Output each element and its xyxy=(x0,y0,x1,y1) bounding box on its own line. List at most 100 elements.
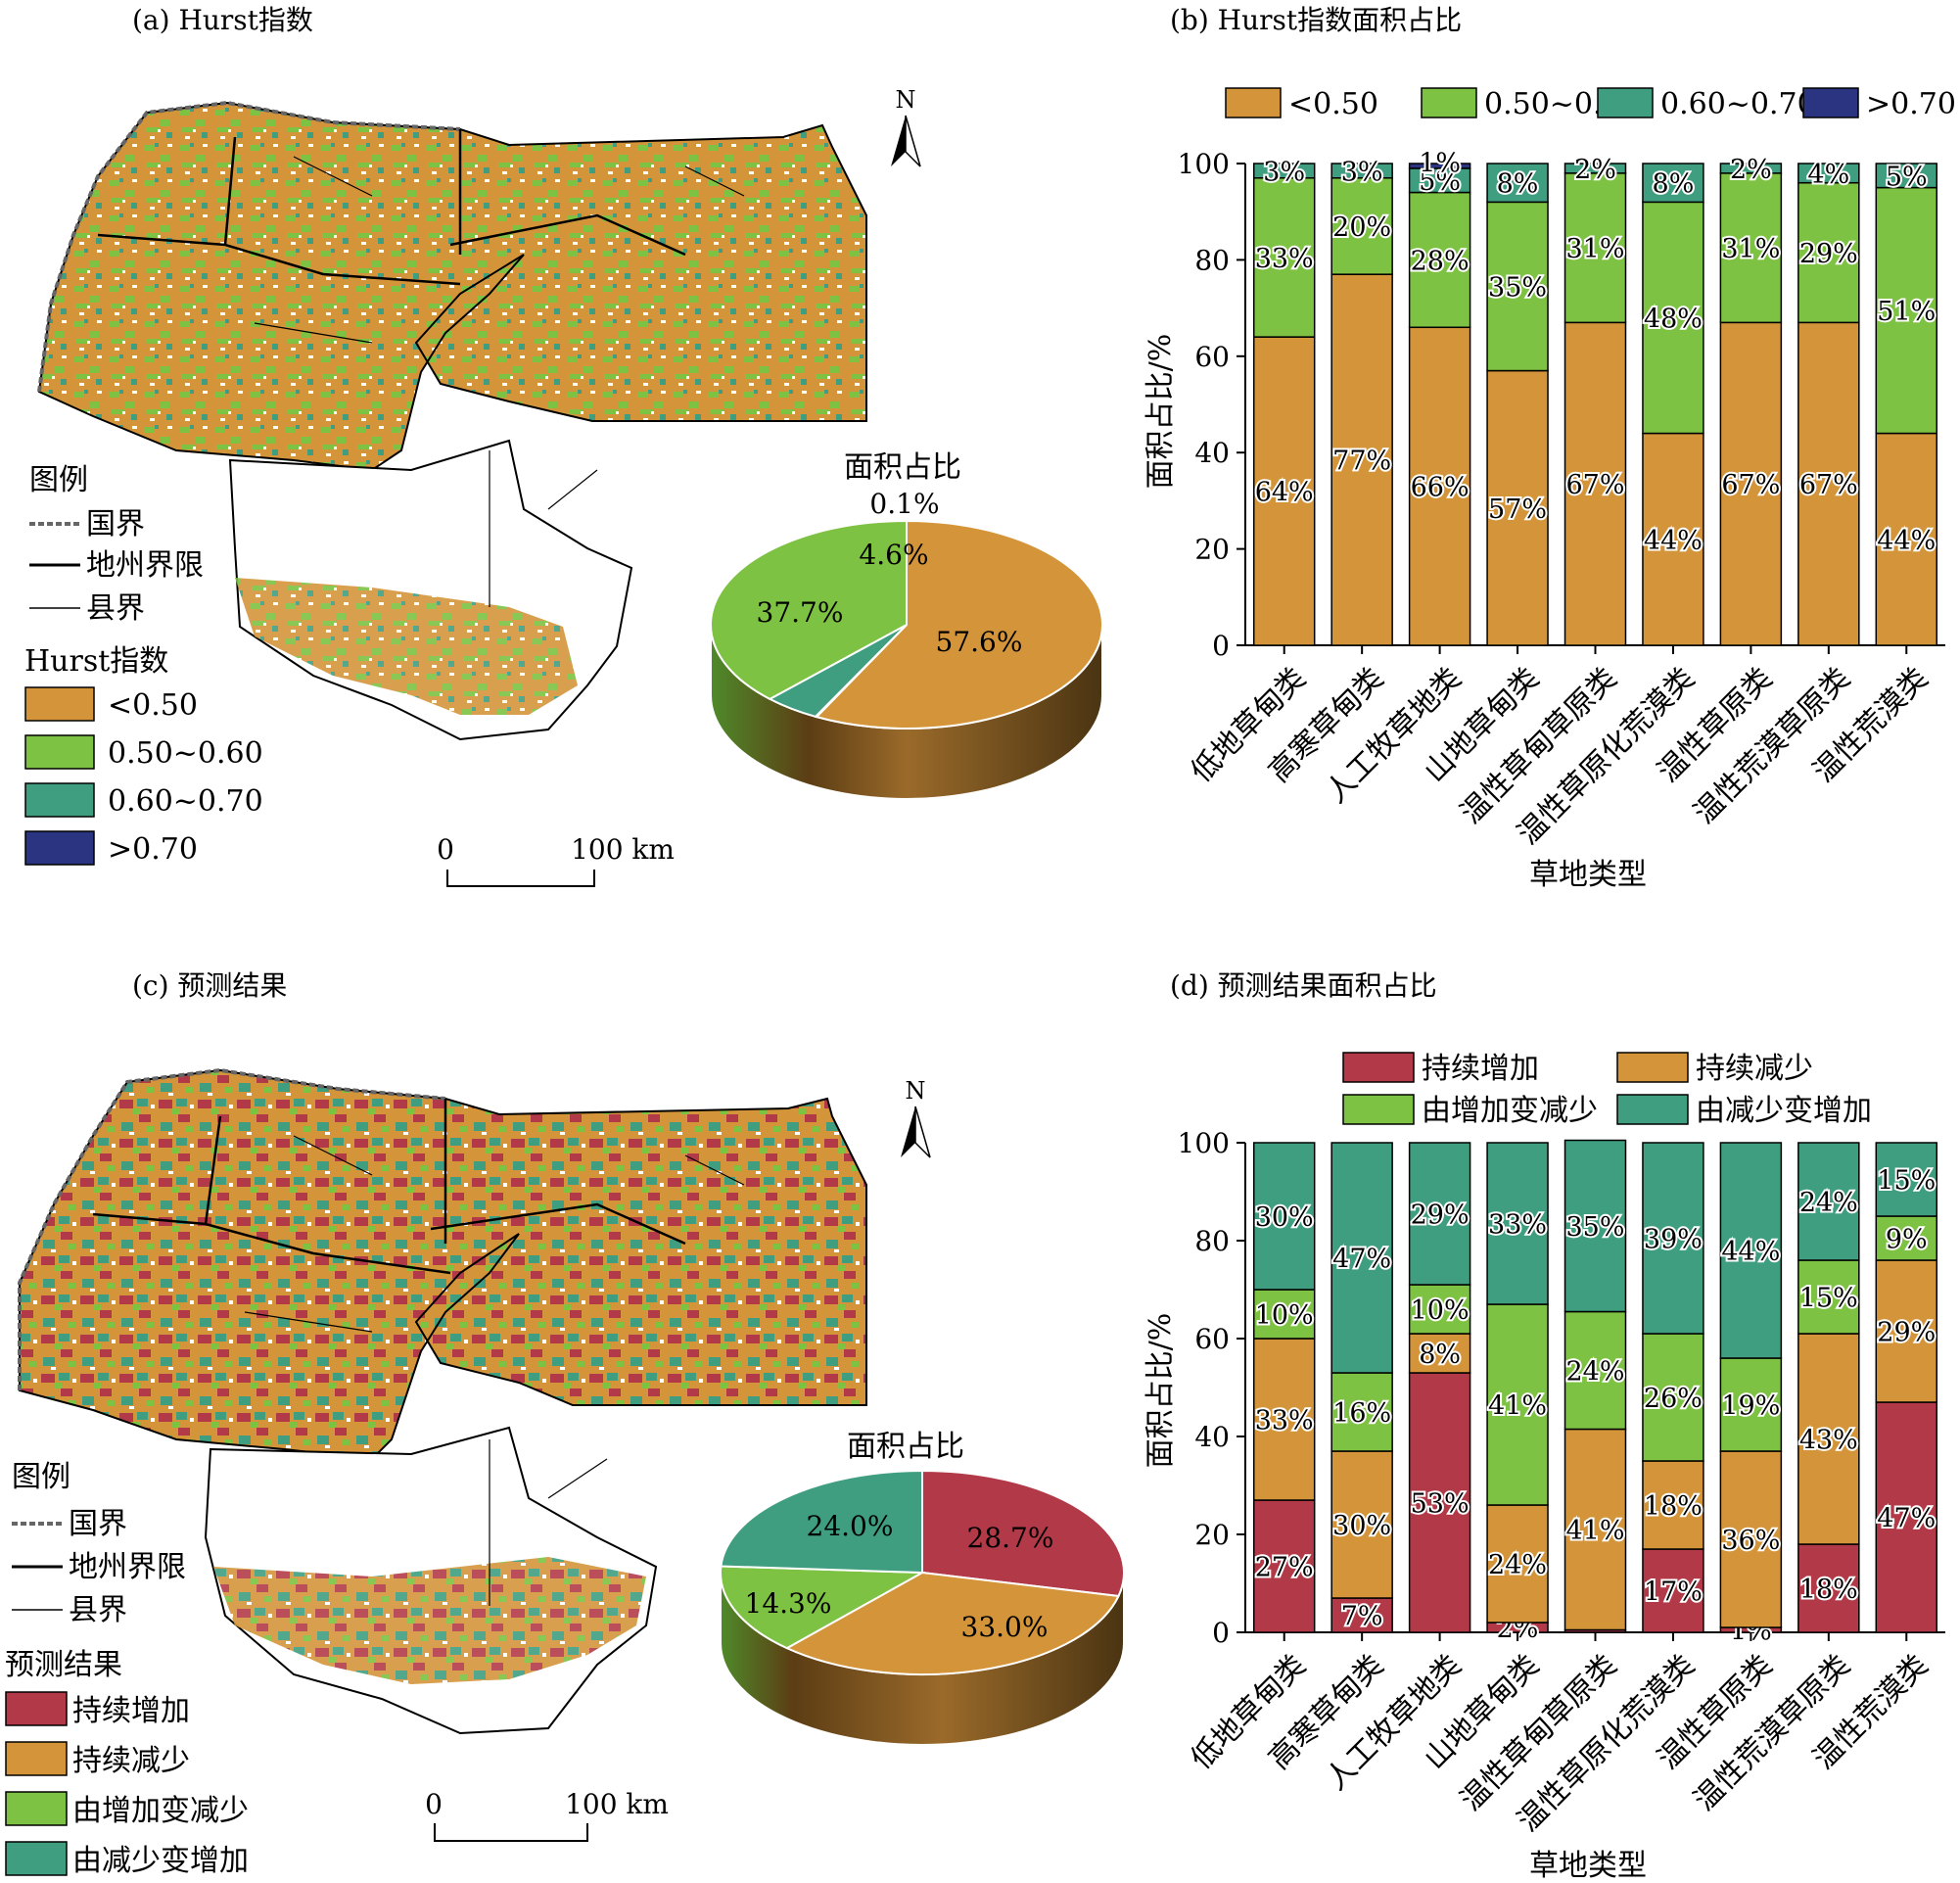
bar-value-label: 33% xyxy=(1255,1406,1314,1436)
bar-value-label: 31% xyxy=(1721,234,1780,264)
bar-segment xyxy=(1642,201,1704,435)
panel-c: (c) 预测结果 N 图例 国界 地州界限 县界 预测结果 持续增加 xyxy=(5,969,1125,1878)
y-tick-label: 80 xyxy=(1194,244,1230,276)
bar-value-label: 28% xyxy=(1411,246,1470,276)
bar-value-label: 16% xyxy=(1332,1398,1391,1429)
north-label-c: N xyxy=(906,1077,926,1105)
bar-value-label: 5% xyxy=(1419,166,1461,197)
bar-value-label: 57% xyxy=(1488,494,1547,525)
bar-segment xyxy=(1330,1597,1393,1633)
bar-segment xyxy=(1642,432,1704,646)
bar-value-label: 24% xyxy=(1488,1550,1547,1580)
bar-segment xyxy=(1797,321,1860,646)
y-tick-label: 60 xyxy=(1194,341,1230,373)
pie-slice xyxy=(921,1469,1125,1598)
legend-class-decrease: 持续减少 xyxy=(72,1744,190,1778)
bar-segment xyxy=(1875,1259,1938,1403)
bar-value-label: 15% xyxy=(1877,1166,1936,1197)
panel-d-title: (d) 预测结果面积占比 xyxy=(1170,969,1437,1002)
legend-swatch xyxy=(1597,87,1654,118)
pie-c-title: 面积占比 xyxy=(847,1430,964,1464)
legend-swatch xyxy=(1802,87,1859,118)
bar-segment xyxy=(1408,163,1471,169)
legend-title: 图例 xyxy=(29,463,88,497)
y-tick-label: 20 xyxy=(1194,534,1230,566)
bar-segment xyxy=(1330,163,1393,179)
bar-segment xyxy=(1486,1142,1549,1305)
bar-value-label: 2% xyxy=(1574,155,1616,185)
legend-boundary-prefecture-c: 地州界限 xyxy=(69,1550,186,1584)
bar-segment xyxy=(1252,177,1316,338)
legend-label: <0.50 xyxy=(1288,87,1378,121)
hurst-map xyxy=(37,100,867,741)
bar-segment xyxy=(1563,321,1627,646)
bar-value-label: 29% xyxy=(1411,1200,1470,1231)
bar-segment xyxy=(1797,1259,1860,1335)
bar-value-label: 1% xyxy=(1419,148,1461,178)
bar-segment xyxy=(1252,163,1316,179)
pie-c-label-1: 33.0% xyxy=(961,1611,1049,1643)
map-south-vegetation xyxy=(235,578,578,715)
national-border-line-c xyxy=(18,1067,446,1390)
legend-class-lt050: <0.50 xyxy=(108,688,198,723)
pie-slice xyxy=(710,519,908,701)
bar-value-label: 27% xyxy=(1255,1553,1314,1583)
legend-b: <0.50 0.50~0.60 0.60~0.70 >0.70 xyxy=(1225,87,1956,121)
pie-slice xyxy=(720,1469,923,1575)
bar-segment xyxy=(1408,191,1471,329)
bar-segment xyxy=(1563,1139,1627,1313)
legend-swatch-lt050 xyxy=(24,686,95,722)
pie-a-label-3: 37.7% xyxy=(757,596,844,629)
y-tick-label: 80 xyxy=(1194,1225,1230,1257)
legend-label: 0.60~0.70 xyxy=(1660,87,1816,121)
bar-segment xyxy=(1875,1215,1938,1261)
legend-class-inc-to-dec: 由增加变减少 xyxy=(72,1794,249,1828)
county-border-line xyxy=(254,156,745,607)
panel-b-title: (b) Hurst指数面积占比 xyxy=(1170,4,1462,36)
bar-segment xyxy=(1408,1142,1471,1286)
panel-b: (b) Hurst指数面积占比 <0.50 0.50~0.60 0.60~0.70 >… xyxy=(1143,4,1956,892)
bar-segment xyxy=(1252,1142,1316,1291)
legend-swatch-decrease xyxy=(5,1741,68,1776)
bar-segment xyxy=(1486,369,1549,646)
y-tick-label: 0 xyxy=(1212,1617,1230,1649)
bar-value-label: 44% xyxy=(1877,526,1936,556)
b-ylabel: 面积占比/% xyxy=(1143,334,1178,490)
legend-boundary-county: 县界 xyxy=(86,591,145,626)
legend-swatch-050-060 xyxy=(24,734,95,770)
bar-value-label: 77% xyxy=(1332,447,1391,477)
bar-segment xyxy=(1797,163,1860,184)
bar-segment xyxy=(1486,1303,1549,1506)
y-tick-label: 100 xyxy=(1178,148,1230,180)
prefecture-border-line-c xyxy=(92,1099,686,1275)
scale-bar-a: 0 100 km xyxy=(437,833,675,887)
legend-swatch-dec-to-inc xyxy=(5,1841,68,1876)
bar-segment xyxy=(1330,1372,1393,1452)
legend-classes-title-c: 预测结果 xyxy=(5,1648,122,1682)
pie-slice xyxy=(784,1571,1120,1675)
bar-value-label: 47% xyxy=(1877,1504,1936,1534)
bar-value-label: 20% xyxy=(1332,212,1391,243)
y-tick-label: 40 xyxy=(1194,1421,1230,1453)
bar-value-label: 51% xyxy=(1877,297,1936,327)
bar-segment xyxy=(1408,326,1471,646)
bar-value-label: 10% xyxy=(1255,1300,1314,1331)
legend-swatch xyxy=(1616,1094,1689,1125)
bar-value-label: 15% xyxy=(1799,1284,1858,1314)
bar-value-label: 7% xyxy=(1341,1602,1383,1632)
bar-value-label: 18% xyxy=(1799,1575,1858,1605)
d-ylabel: 面积占比/% xyxy=(1143,1313,1178,1469)
bar-value-label: 24% xyxy=(1799,1188,1858,1218)
legend-swatch-060-070 xyxy=(24,782,95,818)
legend-class-050-060: 0.50~0.60 xyxy=(108,736,263,771)
national-border-line xyxy=(37,100,461,393)
legend-swatch xyxy=(1616,1052,1689,1083)
legend-boundary-prefecture: 地州界限 xyxy=(86,548,204,583)
legend-swatch xyxy=(1342,1052,1415,1083)
bar-value-label: 17% xyxy=(1644,1577,1703,1608)
bar-value-label: 33% xyxy=(1255,244,1314,274)
bar-value-label: 3% xyxy=(1341,157,1383,187)
legend-classes-title: Hurst指数 xyxy=(24,644,168,679)
legend-class-gt070: >0.70 xyxy=(108,832,198,867)
